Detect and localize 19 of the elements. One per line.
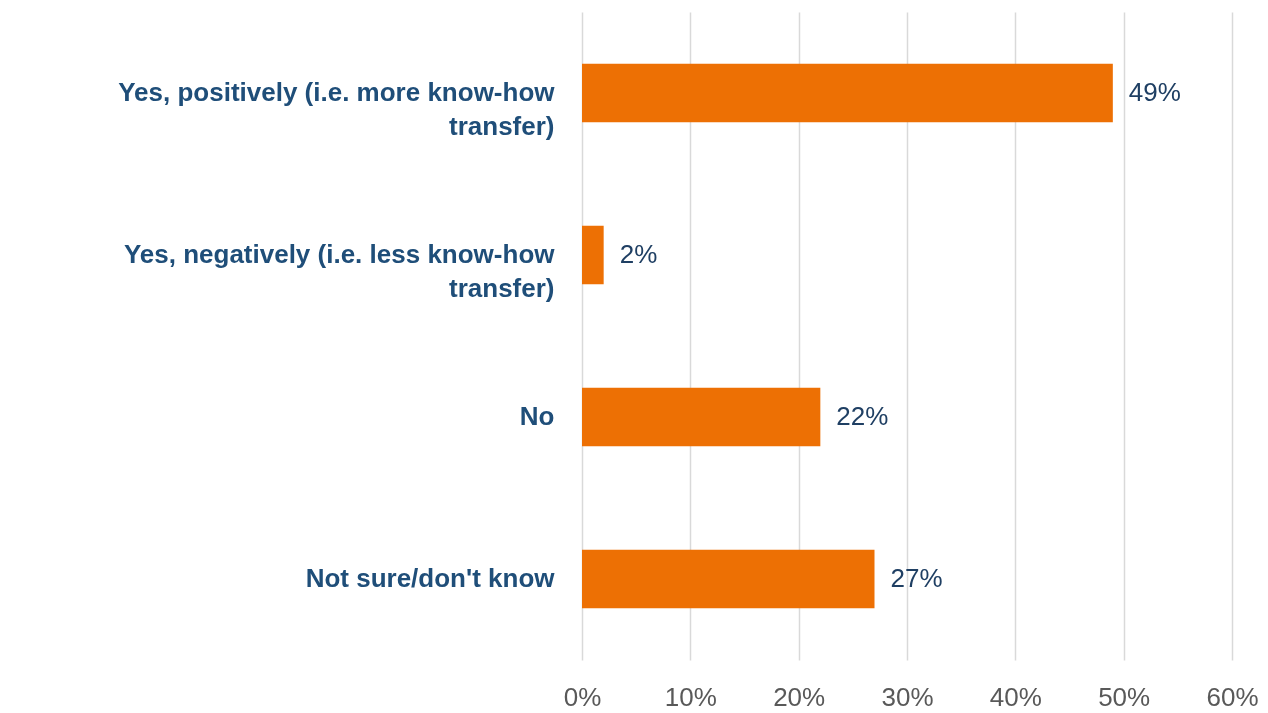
x-tick-label: 20%	[773, 681, 826, 712]
data-label: 22%	[836, 401, 889, 431]
bar	[582, 549, 875, 609]
y-tick-label: Yes, positively (i.e. more know-how transfer)	[118, 77, 556, 141]
x-tick-label: 30%	[881, 681, 934, 712]
data-label: 2%	[619, 239, 658, 269]
bar	[582, 225, 604, 285]
x-tick-label: 10%	[664, 681, 717, 712]
x-tick-label: 40%	[989, 681, 1042, 712]
bar	[582, 63, 1113, 123]
x-tick-label: 60%	[1206, 681, 1259, 712]
x-tick-label: 0%	[563, 681, 602, 712]
bar	[582, 387, 821, 447]
data-label: 27%	[890, 563, 943, 593]
data-label: 49%	[1128, 77, 1181, 107]
y-tick-label: Yes, negatively (i.e. less know-how transfer)	[123, 239, 556, 303]
y-tick-label: No	[519, 401, 555, 431]
x-tick-label: 50%	[1098, 681, 1151, 712]
y-tick-label: Not sure/don't know	[305, 563, 556, 593]
